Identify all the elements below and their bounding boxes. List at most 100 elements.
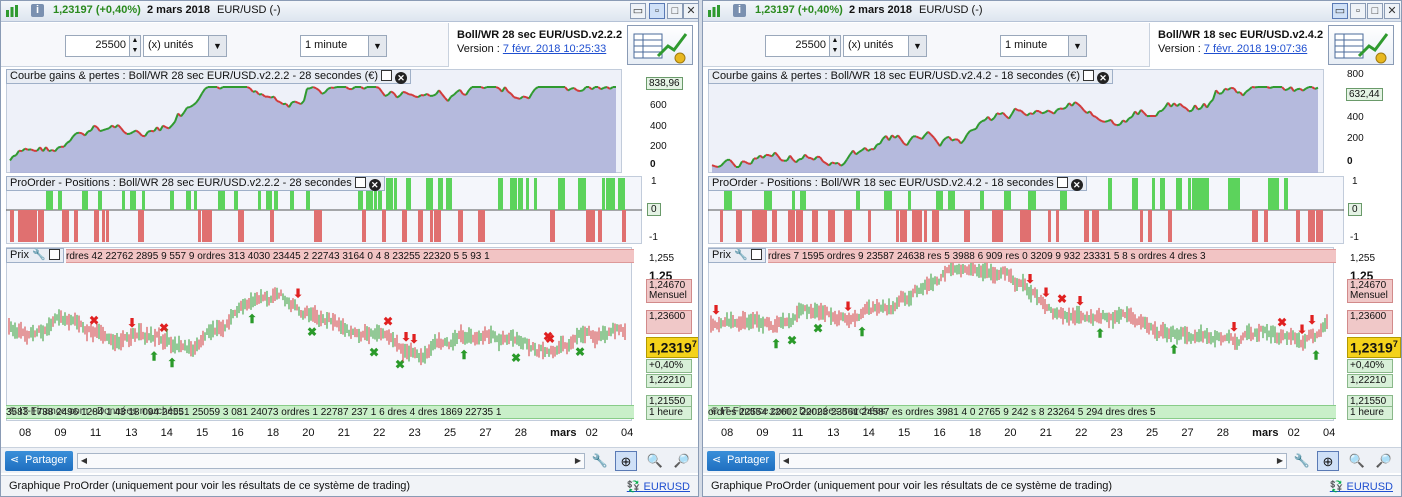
wrench-icon[interactable]: 🔧 (32, 249, 46, 261)
chevron-down-icon[interactable]: ▼ (1068, 36, 1086, 56)
long-position-bar (46, 178, 53, 210)
close-panel-icon[interactable]: ✕ (368, 179, 381, 191)
pnl-segment (711, 164, 716, 168)
quantity-stepper[interactable]: ▲ ▼ (129, 36, 140, 56)
zoom-fit-icon[interactable]: ⊕ (1317, 451, 1339, 471)
close-icon[interactable]: ✕ (1384, 3, 1400, 19)
x-axis-label: 09 (756, 427, 769, 439)
long-position-bar (130, 178, 136, 210)
pnl-segment (531, 88, 536, 94)
status-symbol[interactable]: 💱 EURUSD (1330, 480, 1393, 493)
window-icon[interactable] (48, 249, 60, 260)
chart-icon[interactable] (5, 4, 19, 18)
chevron-down-icon[interactable]: ▼ (368, 36, 386, 56)
wrench-icon[interactable]: 🔧 (1293, 453, 1311, 468)
share-button[interactable]: ⋖ Partager (707, 451, 775, 471)
pnl-segment (858, 149, 863, 153)
time-scrollbar[interactable]: ◀ ▶ (77, 453, 585, 469)
info-icon[interactable]: i (31, 4, 44, 17)
chevron-down-icon[interactable]: ▼ (908, 36, 926, 56)
close-panel-icon[interactable]: ✕ (1097, 72, 1110, 84)
pnl-segment (756, 154, 761, 160)
pnl-segment (528, 92, 533, 99)
short-position-bar (1264, 210, 1268, 242)
quantity-input[interactable]: 25500 ▲ ▼ (65, 35, 141, 57)
timeframe-select[interactable]: 1 minute ▼ (1000, 35, 1087, 57)
quantity-input[interactable]: 25500 ▲ ▼ (765, 35, 841, 57)
version-link[interactable]: 7 févr. 2018 10:25:33 (502, 43, 607, 55)
close-icon[interactable]: ✕ (683, 3, 698, 19)
short-position-bar (478, 210, 485, 242)
long-position-bar (1004, 178, 1011, 210)
pnl-segment (942, 137, 947, 142)
zoom-in-icon[interactable]: 🔎 (1375, 453, 1393, 468)
window-icon[interactable] (750, 249, 762, 260)
pnl-segment (360, 86, 365, 90)
scroll-right-icon[interactable]: ▶ (574, 456, 582, 465)
close-panel-icon[interactable]: ✕ (395, 72, 408, 84)
restore-icon[interactable]: ▭ (630, 3, 646, 19)
unit-select[interactable]: (x) unités ▼ (843, 35, 927, 57)
window-icon[interactable] (354, 177, 366, 188)
pnl-segment (195, 98, 200, 104)
maximize-icon[interactable]: ▫ (649, 3, 665, 19)
pnl-segment (1002, 112, 1007, 117)
pnl-axis-label: 200 (650, 141, 667, 152)
wrench-icon[interactable]: 🔧 (734, 249, 748, 261)
level-tag: 1,22210 (646, 374, 692, 388)
info-icon[interactable]: i (733, 4, 746, 17)
pnl-title: Courbe gains & pertes : Boll/WR 18 sec E… (712, 70, 1081, 82)
time-scrollbar[interactable]: ◀ ▶ (779, 453, 1287, 469)
x-axis-label: 20 (302, 427, 315, 439)
pnl-segment (300, 100, 305, 105)
unit-select[interactable]: (x) unités ▼ (143, 35, 227, 57)
restore-icon[interactable]: ▭ (1332, 3, 1348, 19)
window-icon[interactable] (381, 70, 393, 81)
close-panel-icon[interactable]: ✕ (1070, 179, 1083, 191)
pnl-segment (1119, 119, 1124, 126)
zoom-out-icon[interactable]: 🔍 (646, 453, 664, 468)
long-position-bar (370, 178, 373, 210)
minimize-icon[interactable]: ▫ (1350, 3, 1366, 19)
price-plot[interactable] (6, 247, 632, 421)
short-position-bar (94, 210, 99, 242)
window-icon[interactable] (1083, 70, 1095, 81)
long-position-bar (274, 178, 278, 210)
scroll-left-icon[interactable]: ◀ (782, 456, 790, 465)
zoom-fit-icon[interactable]: ⊕ (615, 451, 637, 471)
status-symbol[interactable]: 💱 EURUSD (627, 480, 690, 493)
share-button[interactable]: ⋖ Partager (5, 451, 73, 471)
short-position-bar (812, 210, 818, 242)
pnl-segment (363, 86, 368, 90)
window-icon[interactable] (1056, 177, 1068, 188)
price-plot[interactable] (708, 247, 1334, 421)
quantity-value: 25500 (795, 39, 826, 51)
scroll-right-icon[interactable]: ▶ (1276, 456, 1284, 465)
x-axis-label: 15 (196, 427, 209, 439)
pnl-segment (1302, 87, 1307, 92)
version-link[interactable]: 7 févr. 2018 19:07:36 (1203, 43, 1308, 55)
current-price-tag: 1,23197 (1347, 337, 1401, 358)
sell-order-marker: ⬇ (409, 332, 419, 346)
x-axis-label: 25 (1145, 427, 1159, 439)
zoom-in-icon[interactable]: 🔎 (673, 453, 691, 468)
pnl-panel-header: Courbe gains & pertes : Boll/WR 18 sec E… (708, 69, 1114, 84)
pnl-segment (963, 134, 968, 141)
spreadsheet-chart-icon[interactable] (627, 25, 693, 65)
chart-icon[interactable] (707, 4, 721, 18)
pnl-segment (279, 101, 284, 105)
quantity-stepper[interactable]: ▲ ▼ (829, 36, 840, 56)
pnl-segment (1143, 112, 1148, 117)
zoom-out-icon[interactable]: 🔍 (1348, 453, 1366, 468)
wrench-icon[interactable]: 🔧 (591, 453, 609, 468)
orders-strip-buy: 3583 1738 2496 1284 1 43 18 094 24551 25… (6, 405, 634, 419)
scroll-left-icon[interactable]: ◀ (80, 456, 88, 465)
timeframe-select[interactable]: 1 minute ▼ (300, 35, 387, 57)
x-axis-label: 02 (585, 427, 598, 439)
spreadsheet-chart-icon[interactable] (1328, 25, 1394, 65)
pnl-value-tag: 838,96 (646, 77, 683, 90)
chevron-down-icon[interactable]: ▼ (208, 36, 226, 56)
maximize-icon[interactable]: □ (1367, 3, 1383, 19)
maximize-icon[interactable]: □ (667, 3, 683, 19)
long-position-bar (908, 178, 911, 210)
